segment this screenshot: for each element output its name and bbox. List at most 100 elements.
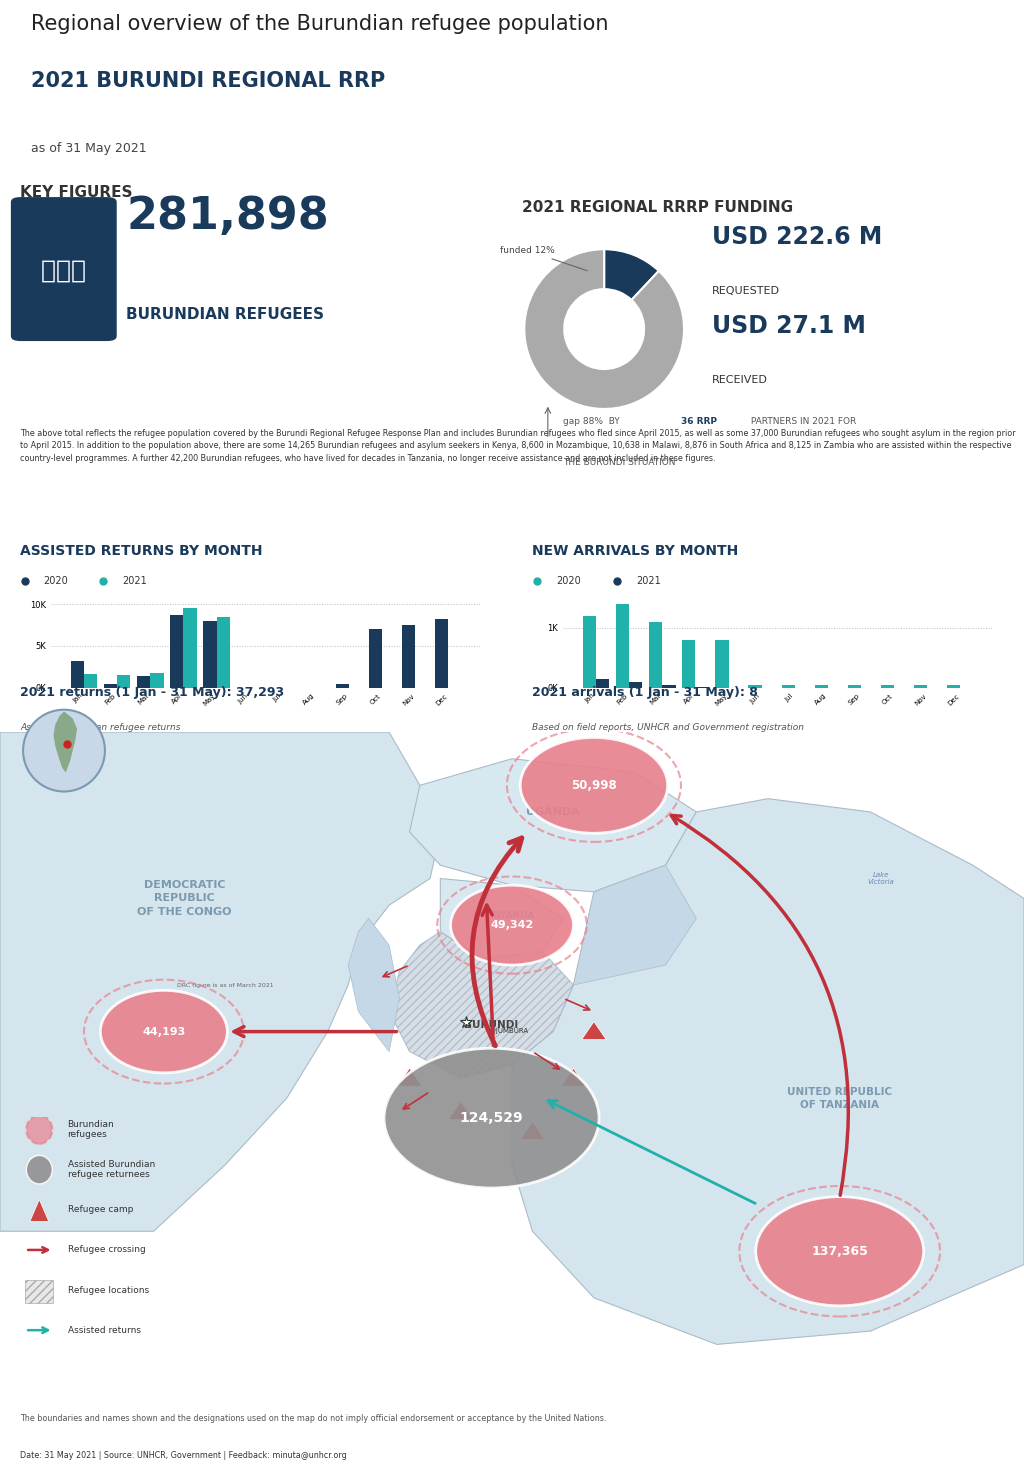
Bar xyxy=(170,615,183,688)
Text: REQUESTED: REQUESTED xyxy=(712,287,779,296)
Text: THE BURUNDI SITUATION: THE BURUNDI SITUATION xyxy=(563,457,676,467)
Text: Lake
Victoria: Lake Victoria xyxy=(867,873,894,884)
Bar xyxy=(663,685,676,688)
Bar xyxy=(596,679,609,688)
Polygon shape xyxy=(397,1068,422,1086)
Circle shape xyxy=(756,1197,924,1306)
Polygon shape xyxy=(561,1068,586,1086)
Bar xyxy=(781,685,795,688)
Circle shape xyxy=(384,1049,599,1188)
Text: 2021: 2021 xyxy=(122,577,146,586)
Text: 2020: 2020 xyxy=(43,577,69,586)
Text: Assisted Burundian
refugee returnees: Assisted Burundian refugee returnees xyxy=(68,1160,155,1179)
Bar xyxy=(402,626,416,688)
Text: RWANDA: RWANDA xyxy=(489,911,535,920)
Bar xyxy=(649,621,663,688)
Text: USD 27.1 M: USD 27.1 M xyxy=(712,314,865,337)
Polygon shape xyxy=(449,1102,473,1120)
Text: as of 31 May 2021: as of 31 May 2021 xyxy=(31,142,146,155)
Text: 2021 returns (1 Jan - 31 May): 37,293: 2021 returns (1 Jan - 31 May): 37,293 xyxy=(20,686,285,700)
Text: 50,998: 50,998 xyxy=(571,779,616,791)
Text: The above total reflects the refugee population covered by the Burundi Regional : The above total reflects the refugee pop… xyxy=(20,429,1016,463)
Bar xyxy=(103,683,117,688)
Text: 124,529: 124,529 xyxy=(460,1111,523,1126)
Text: Refugee locations: Refugee locations xyxy=(68,1285,148,1294)
Text: NEW ARRIVALS BY MONTH: NEW ARRIVALS BY MONTH xyxy=(532,544,738,558)
Text: Assisted returns: Assisted returns xyxy=(68,1325,140,1334)
Bar xyxy=(815,685,828,688)
Text: PARTNERS IN 2021 FOR: PARTNERS IN 2021 FOR xyxy=(748,417,856,426)
Polygon shape xyxy=(520,1121,545,1139)
Text: 137,365: 137,365 xyxy=(811,1245,868,1257)
Bar xyxy=(947,685,961,688)
Text: KEY FIGURES: KEY FIGURES xyxy=(20,185,133,200)
Polygon shape xyxy=(440,879,563,958)
Text: ASSISTED RETURNS BY MONTH: ASSISTED RETURNS BY MONTH xyxy=(20,544,263,558)
Bar xyxy=(204,621,216,688)
Bar xyxy=(71,661,84,688)
Text: UNITED REPUBLIC
OF TANZANIA: UNITED REPUBLIC OF TANZANIA xyxy=(787,1087,892,1109)
Text: funded 12%: funded 12% xyxy=(501,246,587,271)
Bar xyxy=(749,685,762,688)
Bar xyxy=(435,620,449,688)
Bar xyxy=(629,682,642,688)
Bar xyxy=(848,685,861,688)
Wedge shape xyxy=(524,250,684,408)
Text: Based on field reports, UNHCR and Government registration: Based on field reports, UNHCR and Govern… xyxy=(532,723,805,732)
Polygon shape xyxy=(348,918,399,1052)
Text: Regional overview of the Burundian refugee population: Regional overview of the Burundian refug… xyxy=(31,15,608,34)
Text: 2021 BURUNDI REGIONAL RRP: 2021 BURUNDI REGIONAL RRP xyxy=(31,71,385,92)
Bar xyxy=(615,603,629,688)
Circle shape xyxy=(27,1115,52,1143)
Polygon shape xyxy=(53,711,77,772)
Text: DEMOCRATIC
REPUBLIC
OF THE CONGO: DEMOCRATIC REPUBLIC OF THE CONGO xyxy=(137,880,231,917)
Circle shape xyxy=(24,710,104,791)
Bar xyxy=(369,629,382,688)
Text: Date: 31 May 2021 | Source: UNHCR, Government | Feedback: minuta@unhcr.org: Date: 31 May 2021 | Source: UNHCR, Gover… xyxy=(20,1451,347,1460)
Polygon shape xyxy=(0,732,440,1231)
Bar xyxy=(336,685,349,688)
Text: BUJUMBURA: BUJUMBURA xyxy=(486,1028,528,1034)
Bar xyxy=(183,608,197,688)
Text: Burundian
refugees: Burundian refugees xyxy=(68,1120,115,1139)
Text: gap 88%  BY: gap 88% BY xyxy=(563,417,623,426)
Text: Assisted Burundian refugee returns: Assisted Burundian refugee returns xyxy=(20,723,181,732)
Text: The boundaries and names shown and the designations used on the map do not imply: The boundaries and names shown and the d… xyxy=(20,1414,607,1423)
Bar xyxy=(716,639,728,688)
Text: RECEIVED: RECEIVED xyxy=(712,376,768,385)
FancyBboxPatch shape xyxy=(11,197,117,342)
Circle shape xyxy=(451,884,573,966)
Circle shape xyxy=(520,738,668,833)
Bar xyxy=(682,639,695,688)
Text: UGANDA: UGANDA xyxy=(526,808,580,816)
Bar xyxy=(583,615,596,688)
Text: USD 222.6 M: USD 222.6 M xyxy=(712,225,882,250)
Bar xyxy=(26,1279,53,1303)
Text: 49,342: 49,342 xyxy=(490,920,534,930)
Bar xyxy=(914,685,928,688)
Bar xyxy=(84,673,97,688)
Text: 2021 arrivals (1 Jan - 31 May): 8: 2021 arrivals (1 Jan - 31 May): 8 xyxy=(532,686,759,700)
Text: 2020: 2020 xyxy=(556,577,581,586)
Text: BURUNDIAN REFUGEES: BURUNDIAN REFUGEES xyxy=(126,306,325,322)
Bar xyxy=(137,676,151,688)
Polygon shape xyxy=(410,759,696,892)
Circle shape xyxy=(27,1155,52,1183)
Text: BURUNDI: BURUNDI xyxy=(465,1021,518,1029)
Text: 36 RRP: 36 RRP xyxy=(681,417,717,426)
Circle shape xyxy=(100,991,227,1072)
Text: 281,898: 281,898 xyxy=(126,195,329,238)
Text: Refugee camp: Refugee camp xyxy=(68,1205,133,1214)
Text: DRC figure is as of March 2021: DRC figure is as of March 2021 xyxy=(177,982,273,988)
Bar xyxy=(216,617,229,688)
Text: 2021 REGIONAL RRRP FUNDING: 2021 REGIONAL RRRP FUNDING xyxy=(522,200,793,214)
Polygon shape xyxy=(389,932,573,1078)
Text: 44,193: 44,193 xyxy=(142,1026,185,1037)
Bar xyxy=(151,673,164,688)
Bar xyxy=(117,676,130,688)
Polygon shape xyxy=(573,865,696,985)
Polygon shape xyxy=(30,1199,49,1222)
Text: Refugee crossing: Refugee crossing xyxy=(68,1245,145,1254)
Bar xyxy=(881,685,894,688)
Wedge shape xyxy=(604,250,658,300)
